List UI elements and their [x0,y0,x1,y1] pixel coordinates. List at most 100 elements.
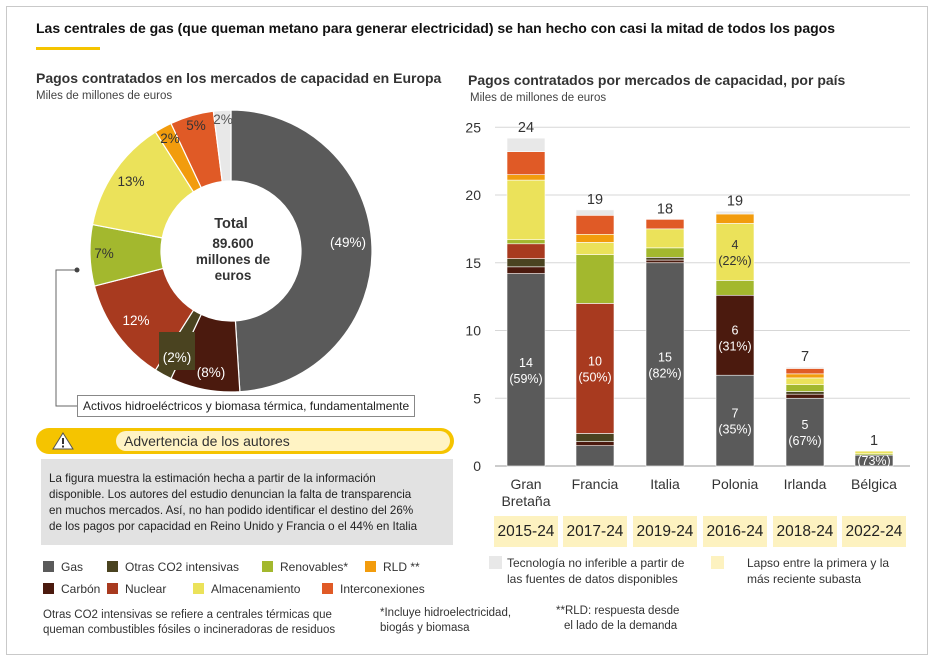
warning-line: de los pagos por capacidad en Reino Unid… [49,520,418,533]
y-tick-label: 0 [473,458,481,474]
legend-swatch [43,583,54,594]
donut-callout: Activos hidroeléctricos y biomasa térmic… [77,395,416,417]
bar-segment-almacenamiento [854,450,894,455]
legend-item-carbon: Carbón [43,582,100,596]
x-category-label: Irlanda [784,476,827,492]
legend-item-rld: RLD ** [365,560,420,574]
x-category-label: Francia [572,476,619,492]
bar-segment-rld [575,233,615,243]
x-category-label: Bretaña [501,493,550,509]
bar-total-label: 19 [587,192,603,208]
bar-segment-interconexiones [575,215,615,235]
bar-segment-no_inferible [506,137,546,152]
bar-segment-interconexiones [506,151,546,175]
period-label: 2017-24 [563,516,627,547]
bar-segment-carbon [506,266,546,274]
bar-segment-gas [575,445,615,467]
x-category-label: Polonia [712,476,759,492]
bar-segment-nuclear [575,303,615,434]
bar-segment-carbon [645,259,685,264]
bar-segment-label: (50%) [578,370,611,384]
bar-segment-label: (73%) [857,454,890,468]
legend-swatch [193,583,204,594]
bar-segment-almacenamiento [645,228,685,249]
note-swatch-no-inferible [489,556,502,569]
donut-units: Miles de millones de euros [36,90,173,102]
bar-segment-carbon [785,393,825,399]
bar-segment-renovables [715,280,755,296]
note-no-inferible: Tecnología no inferible a partir de las … [507,556,685,586]
note-swatch-lapso [711,556,724,569]
bar-segment-rld [506,174,546,181]
warning-icon [52,432,74,450]
bar-segment-label: (67%) [788,434,821,448]
bar-segment-label: 14 [519,356,533,370]
legend-item-nuclear: Nuclear [107,582,166,596]
callout-leader-line [55,269,77,407]
donut-label-no_inferible: 2% [213,112,233,127]
legend-swatch [262,561,273,572]
bar-segment-label: 4 [732,238,739,252]
bar-units: Miles de millones de euros [470,92,607,104]
bar-segment-carbon [715,294,755,376]
period-label: 2015-24 [494,516,558,547]
main-title: Las centrales de gas (que queman metano … [36,20,836,36]
legend-swatch [107,561,118,572]
donut-label-carbon: (8%) [197,365,226,380]
legend-swatch [365,561,376,572]
bar-segment-carbon [575,441,615,446]
x-category-label: Gran [510,476,541,492]
period-label: 2022-24 [842,516,906,547]
donut-slice-no_inferible [212,109,232,183]
donut-slice-gas [230,109,373,393]
donut-label-almacenamiento: 13% [117,174,144,189]
donut-center-line3: euros [215,268,252,283]
period-label: 2018-24 [773,516,837,547]
donut-center-line2: millones de [196,252,271,267]
bar-segment-otras_co2 [785,391,825,395]
warning-line: La figura muestra la estimación hecha a … [49,472,376,485]
legend-swatch [322,583,333,594]
period-label: 2019-24 [633,516,697,547]
title-underline [36,47,100,50]
donut-label-nuclear: 12% [122,313,149,328]
figure-frame [6,6,928,655]
donut-subtitle: Pagos contratados en los mercados de cap… [36,70,442,86]
y-tick-label: 15 [465,255,481,271]
bar-segment-otras_co2 [645,257,685,261]
y-tick-label: 10 [465,323,481,339]
bar-total-label: 1 [870,433,878,449]
bar-segment-otras_co2 [506,258,546,268]
donut-label-renovables: 7% [94,246,114,261]
note-lapso: Lapso entre la primera y la más reciente… [747,556,890,586]
warning-bar: Advertencia de los autores [36,428,454,454]
bar-segment-label: (31%) [718,339,751,353]
donut-hole [161,181,301,321]
legend-swatch [107,583,118,594]
legend-item-renovables: Renovables* [262,560,348,574]
bar-segment-no_inferible [785,366,825,369]
bar-segment-almacenamiento [506,179,546,241]
bar-segment-renovables [645,247,685,258]
bar-segment-gas [785,397,825,467]
bar-segment-renovables [785,384,825,392]
bar-segment-almacenamiento [785,377,825,385]
warning-line: disponible. Los autores del estudio denu… [49,488,412,501]
bar-subtitle: Pagos contratados por mercados de capaci… [468,72,846,88]
donut-label-rld: 2% [160,131,180,146]
bar-segment-almacenamiento [575,242,615,255]
legend-item-otras-co2: Otras CO2 intensivas [107,560,239,574]
bar-segment-label: 6 [732,323,739,337]
bar-segment-rld [715,213,755,224]
legend-item-interconexiones: Interconexiones [322,582,425,596]
bar-segment-label: 7 [732,407,739,421]
warning-heading: Advertencia de los autores [124,433,290,449]
x-category-label: Italia [650,476,680,492]
donut-label-gas: (49%) [330,235,366,250]
warning-text-box: La figura muestra la estimación hecha a … [41,459,453,545]
bar-segment-renovables [506,239,546,245]
bar-segment-interconexiones [785,368,825,375]
donut-label-box-otras-co2 [159,332,195,370]
